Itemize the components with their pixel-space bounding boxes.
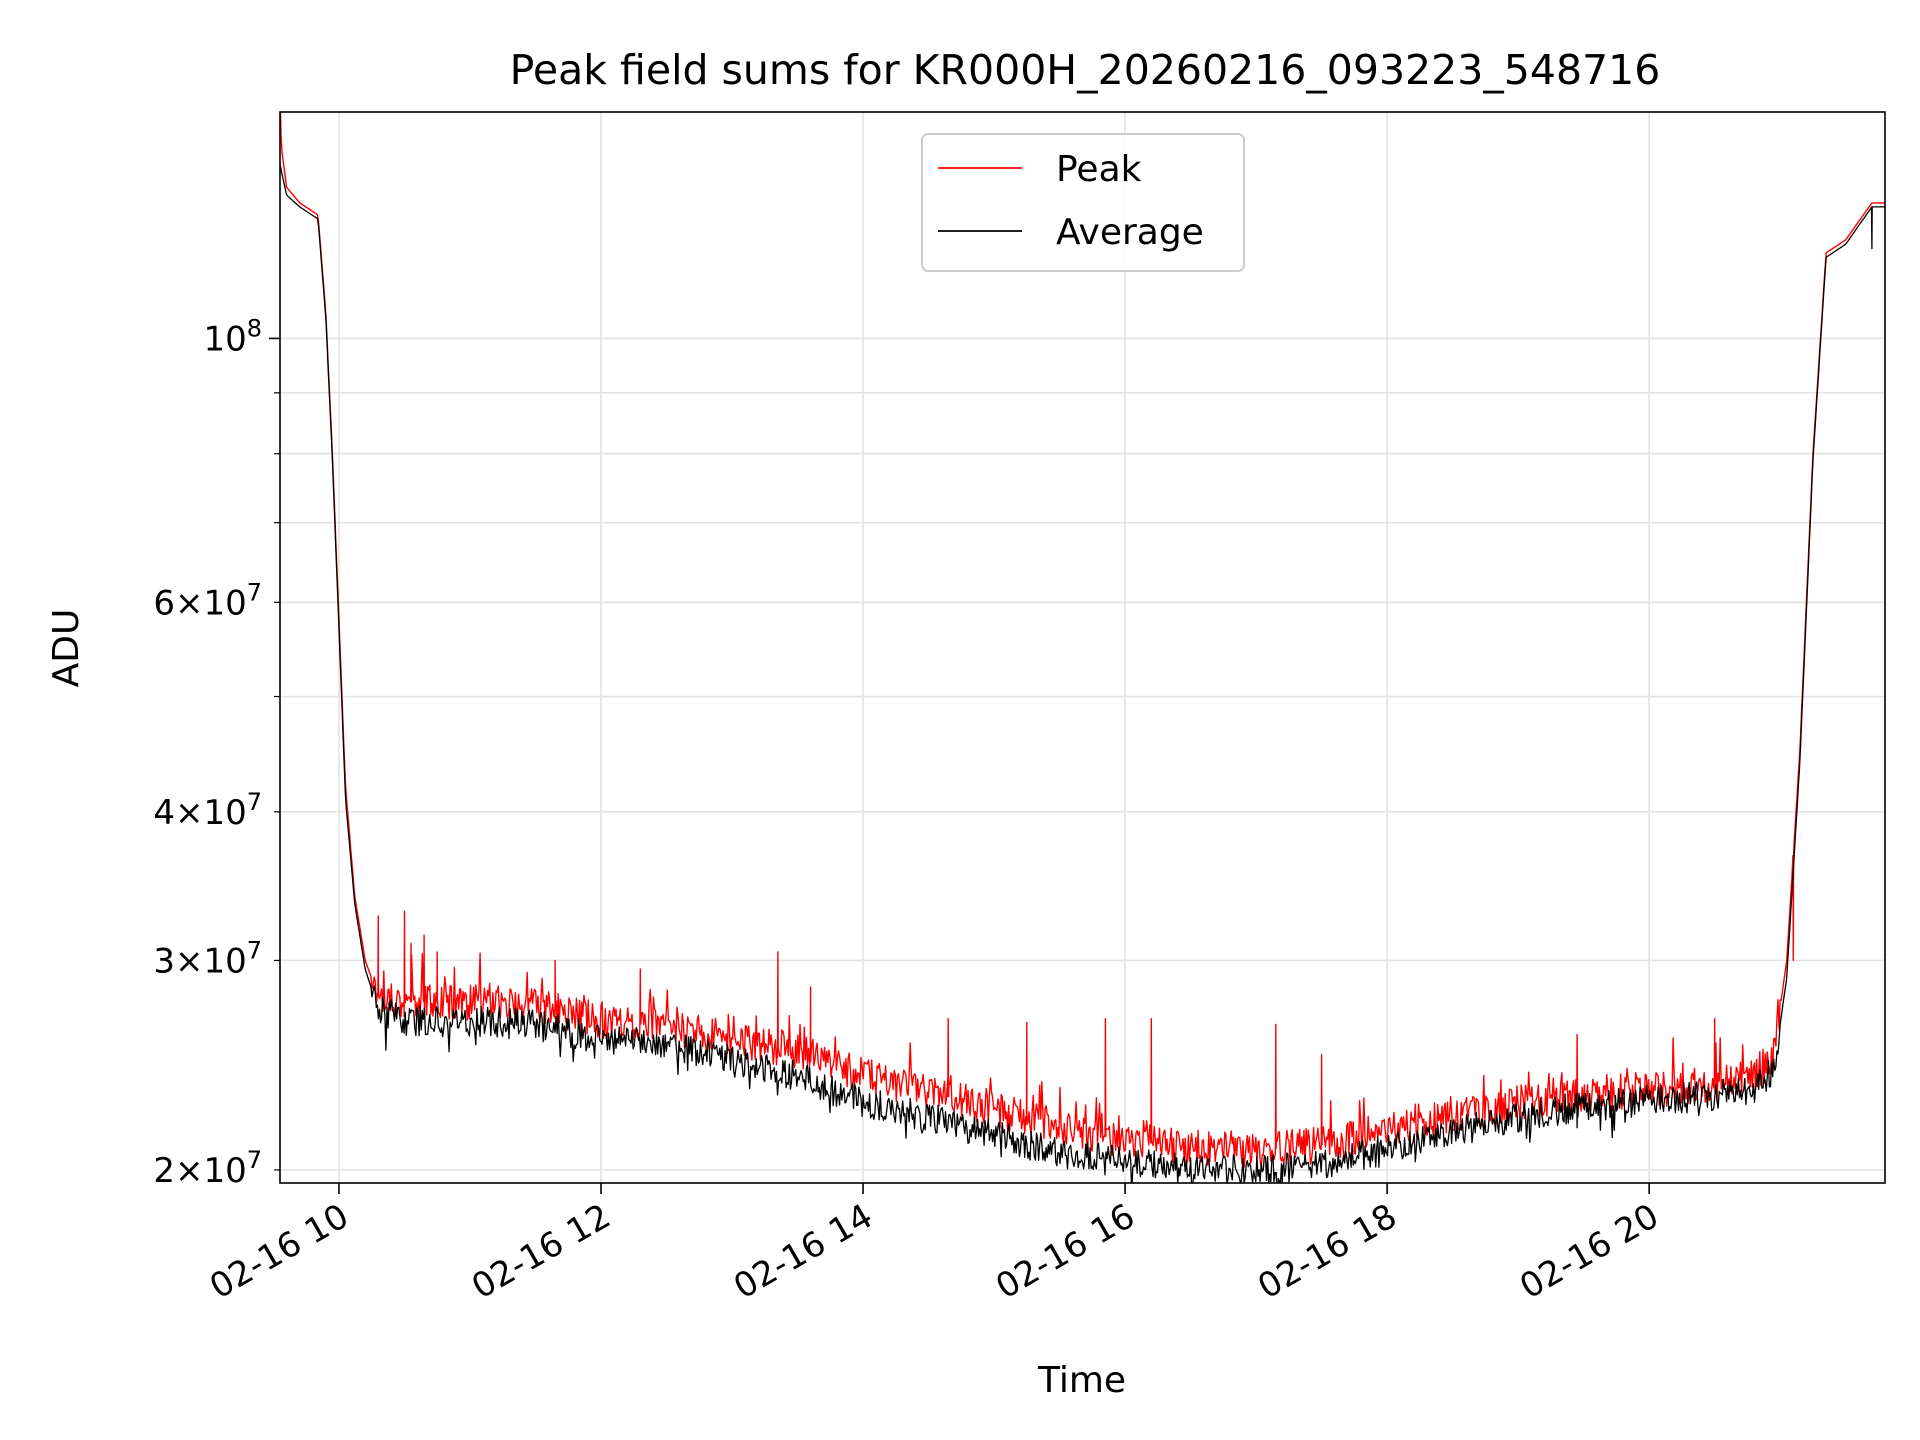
y-tick-label: 2×107 — [153, 1146, 262, 1191]
y-tick-mantissa: 6 — [153, 583, 175, 623]
y-tick-exponent: 8 — [247, 314, 262, 342]
y-tick-exponent: 7 — [247, 1146, 262, 1174]
y-tick-label: 4×107 — [153, 788, 262, 833]
y-tick-label: 108 — [203, 314, 262, 359]
x-axis-label: Time — [1037, 1360, 1126, 1401]
grid-lines — [280, 112, 1885, 1183]
y-tick-base: 10 — [203, 1151, 246, 1191]
y-axis-label: ADU — [46, 609, 87, 688]
y-tick-label: 6×107 — [153, 578, 262, 623]
chart-title: Peak field sums for KR000H_20260216_0932… — [510, 46, 1661, 94]
legend-label-peak: Peak — [1056, 149, 1142, 190]
plot-area-frame — [279, 111, 1886, 1184]
y-tick-times: × — [175, 583, 204, 623]
series-layer — [280, 112, 1885, 1183]
series-line-peak — [280, 112, 1885, 1169]
legend-label-average: Average — [1056, 212, 1204, 253]
y-tick-exponent: 7 — [247, 788, 262, 816]
y-tick-base: 10 — [203, 319, 246, 359]
y-tick-mantissa: 3 — [153, 941, 175, 981]
y-tick-base: 10 — [203, 941, 246, 981]
y-tick-base: 10 — [203, 583, 246, 623]
y-tick-times: × — [175, 1151, 204, 1191]
y-tick-mantissa: 4 — [153, 793, 175, 833]
y-tick-times: × — [175, 941, 204, 981]
series-line-average — [280, 164, 1885, 1183]
y-tick-mantissa: 2 — [153, 1151, 175, 1191]
y-tick-exponent: 7 — [247, 578, 262, 606]
y-tick-base: 10 — [203, 793, 246, 833]
y-tick-label: 3×107 — [153, 936, 262, 981]
legend: Peak Average — [921, 133, 1245, 272]
y-tick-times: × — [175, 793, 204, 833]
y-tick-exponent: 7 — [247, 936, 262, 964]
